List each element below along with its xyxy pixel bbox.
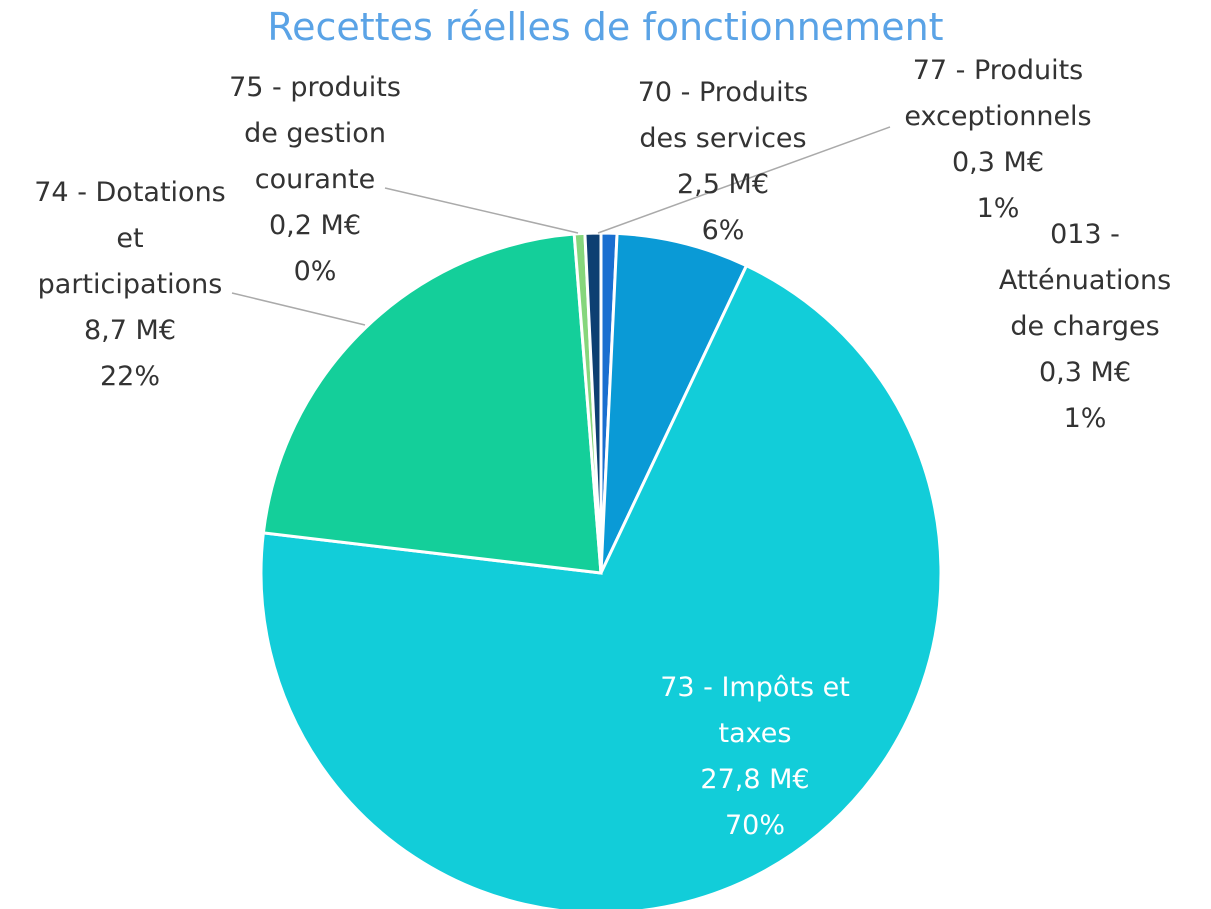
slice-label: 74 - Dotations et participations 8,7 M€ 22… [23,170,238,400]
leader-line [384,187,579,234]
pie-slice [583,231,603,574]
category-label: 70 - Produits des services [637,77,809,154]
slice-label: 013 - Atténuations de charges 0,3 M€ 1% [988,212,1183,442]
percent-label: 6% [701,215,745,246]
value-label: 27,8 M€ [700,764,810,795]
category-label: 74 - Dotations et participations [34,177,226,300]
value-label: 0,3 M€ [1039,357,1131,388]
slice-label: 77 - Produits exceptionnels 0,3 M€ 1% [886,48,1111,232]
value-label: 0,3 M€ [952,147,1044,178]
leader-line [597,126,891,234]
pie-slice [259,263,943,909]
percent-label: 1% [976,193,1020,224]
category-label: 77 - Produits exceptionnels [904,55,1092,132]
slice-label: 73 - Impôts et taxes 27,8 M€ 70% [640,665,870,849]
value-label: 2,5 M€ [677,169,769,200]
pie-slice [599,231,749,574]
percent-label: 0% [293,256,337,287]
category-label: 013 - Atténuations de charges [998,219,1172,342]
percent-label: 70% [724,810,785,841]
value-label: 8,7 M€ [84,315,176,346]
pie-slice [261,232,603,575]
percent-label: 1% [1063,403,1107,434]
leader-line [231,292,366,326]
chart-title: Recettes réelles de fonctionnement [267,5,944,49]
category-label: 73 - Impôts et taxes [660,672,850,749]
slice-label: 75 - produits de gestion courante 0,2 M€ 0… [213,65,418,295]
category-label: 75 - produits de gestion courante [229,72,401,195]
percent-label: 22% [99,361,160,392]
slice-label: 70 - Produits des services 2,5 M€ 6% [623,70,823,254]
value-label: 0,2 M€ [269,210,361,241]
